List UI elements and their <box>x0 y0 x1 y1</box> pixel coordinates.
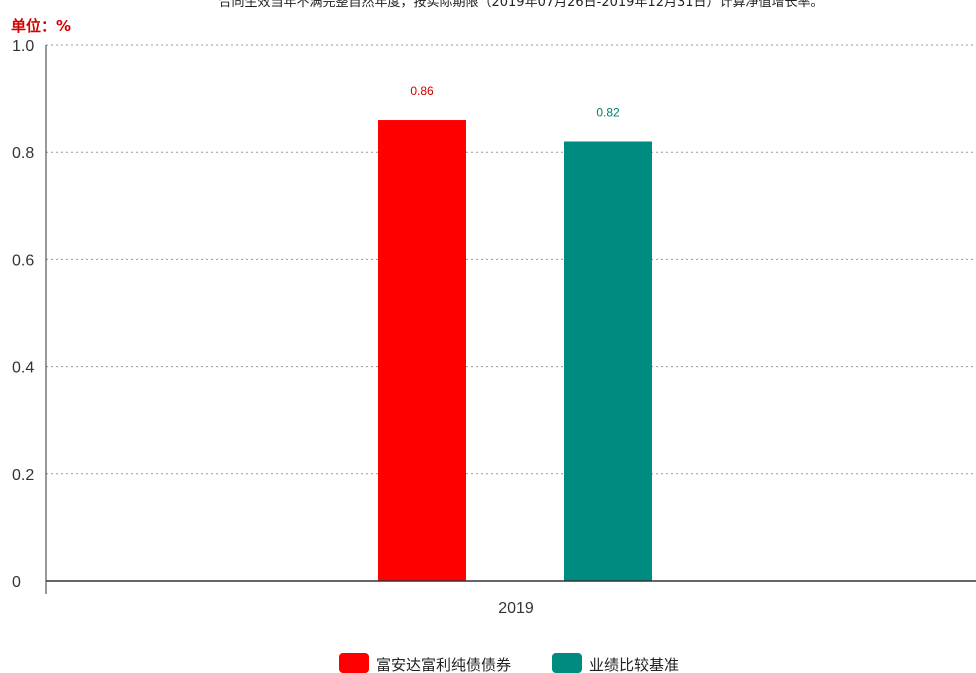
y-tick-label: 0.2 <box>12 467 34 484</box>
legend-swatch[interactable] <box>552 653 582 673</box>
gridlines <box>46 44 976 475</box>
bar <box>378 120 466 581</box>
legend-label[interactable]: 富安达富利纯债债券 <box>376 656 511 673</box>
x-tick-label: 2019 <box>498 600 534 617</box>
y-tick-label: 0.4 <box>12 360 34 377</box>
legend-label[interactable]: 业绩比较基准 <box>589 656 679 673</box>
x-axis: 2019 <box>45 45 976 617</box>
data-labels: 0.86 0.82 <box>410 84 620 119</box>
bar <box>564 141 652 582</box>
y-tick-label: 0.8 <box>12 145 34 162</box>
y-tick-label: 0 <box>12 574 21 591</box>
bars <box>378 120 652 582</box>
bar-value-label: 0.82 <box>596 105 620 119</box>
chart-title: 合同生效当年不满完整自然年度，按实际期限（2019年07月26日-2019年12… <box>218 0 823 10</box>
legend-swatch[interactable] <box>339 653 369 673</box>
y-axis-ticks: 0 0.2 0.4 0.6 0.8 1.0 <box>12 38 34 591</box>
legend: 富安达富利纯债债券 业绩比较基准 <box>339 653 679 673</box>
bar-value-label: 0.86 <box>410 84 434 98</box>
unit-label: 单位：% <box>11 17 71 35</box>
y-tick-label: 1.0 <box>12 38 34 55</box>
y-tick-label: 0.6 <box>12 252 34 269</box>
